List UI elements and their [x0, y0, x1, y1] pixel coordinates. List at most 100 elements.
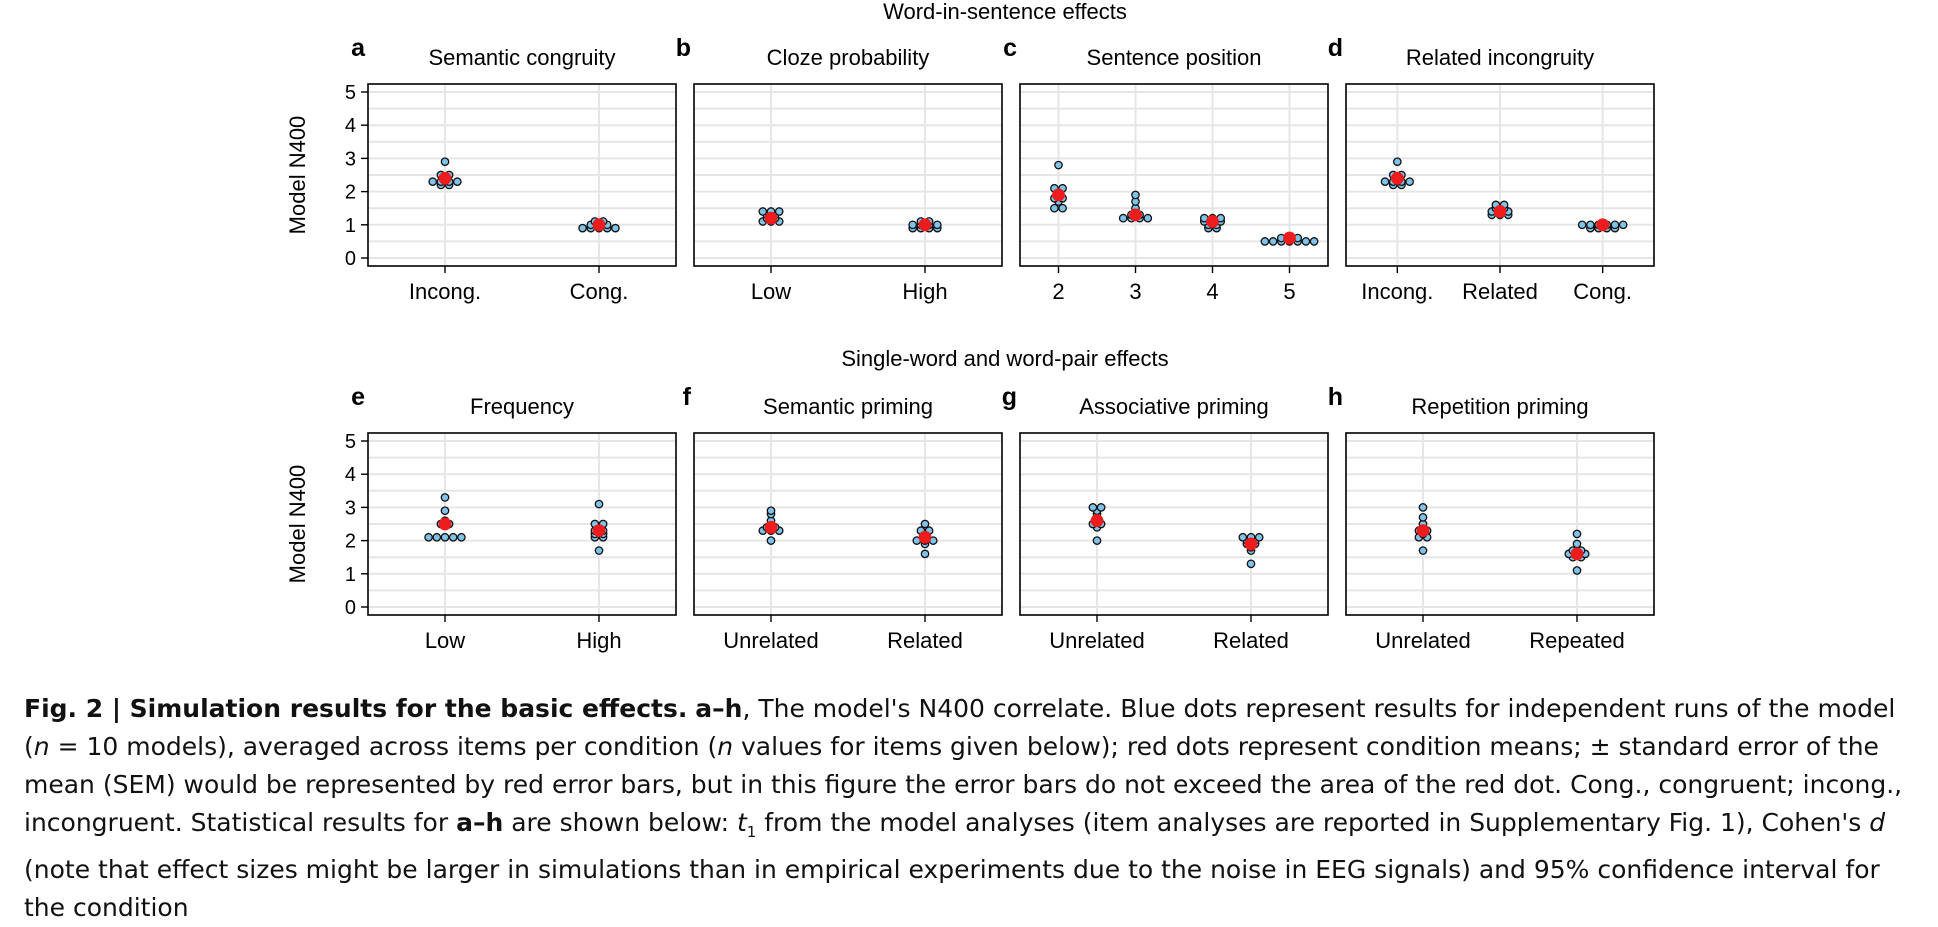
- run-dot: [1577, 220, 1587, 230]
- figure-caption: Fig. 2 | Simulation results for the basi…: [24, 690, 1924, 927]
- mean-dot: [764, 520, 778, 534]
- x-tick-label: Cong.: [570, 279, 629, 304]
- run-dot: [1246, 559, 1256, 569]
- x-tick-label: Related: [887, 628, 963, 653]
- run-dot: [1143, 213, 1153, 223]
- y-tick-label: 3: [345, 148, 356, 170]
- caption-part-2: = 10 models), averaged across items per …: [49, 732, 718, 761]
- run-dot: [457, 532, 466, 542]
- plot-frame: [1019, 83, 1329, 267]
- y-tick-label: 0: [345, 597, 356, 619]
- y-tick-label: 2: [345, 531, 356, 553]
- x-tick-label: High: [902, 279, 947, 304]
- y-axis-label: Model N400: [285, 116, 310, 235]
- panel-e: e Frequency Low High 0 1 2 3 4 5 Model N400: [285, 383, 677, 653]
- run-dot: [448, 532, 458, 542]
- x-tick-label: Unrelated: [1375, 628, 1470, 653]
- panel-letter: h: [1328, 383, 1343, 411]
- run-dot: [1254, 532, 1264, 542]
- x-tick-label: Related: [1462, 279, 1538, 304]
- x-tick-label: Unrelated: [723, 628, 818, 653]
- run-dot: [1418, 503, 1428, 512]
- panel-title: Frequency: [470, 394, 574, 419]
- mean-dot: [1052, 188, 1065, 202]
- run-dot: [908, 220, 918, 230]
- x-tick-label: Repeated: [1529, 628, 1624, 653]
- row-title-1: Word-in-sentence effects: [883, 0, 1127, 24]
- run-dot: [1118, 213, 1128, 223]
- run-dot: [1572, 529, 1582, 539]
- caption-fig-label: Fig. 2 | Simulation results for the basi…: [24, 694, 688, 723]
- caption-range: a–h: [695, 694, 743, 723]
- y-tick-label: 4: [345, 464, 356, 486]
- panel-letter: c: [1003, 34, 1017, 62]
- run-dot: [1618, 220, 1628, 230]
- panel-c: c Sentence position 2 3 4 5: [1003, 34, 1329, 304]
- x-tick-label: Incong.: [409, 279, 481, 304]
- panels-group: a Semantic congruity Incong. Cong. 0 1 2 3 4 5 Mod…: [285, 34, 1655, 653]
- row-title-2: Single-word and word-pair effects: [841, 346, 1168, 371]
- run-dot: [1131, 190, 1140, 200]
- run-dot: [1380, 177, 1390, 186]
- panel-g: g Associative priming Unrelated Related: [1002, 383, 1329, 653]
- panel-letter: b: [676, 34, 691, 62]
- run-dot: [1268, 237, 1278, 246]
- run-dot: [440, 157, 450, 167]
- run-dot: [920, 549, 930, 559]
- run-dot: [1418, 513, 1428, 522]
- run-dot: [1572, 539, 1582, 549]
- panel-h: h Repetition priming Unrelated Repeated: [1328, 383, 1655, 653]
- panel-letter: d: [1328, 34, 1343, 62]
- panel-title: Cloze probability: [767, 45, 930, 70]
- mean-dot: [438, 517, 452, 531]
- run-dot: [1405, 177, 1414, 186]
- panel-title: Related incongruity: [1406, 45, 1594, 70]
- run-dot: [424, 532, 433, 542]
- caption-part-1: , The model's N400 correlate. Blue dots …: [24, 694, 1896, 761]
- plot-frame: [693, 83, 1003, 267]
- mean-dot: [1090, 514, 1104, 528]
- panel-b: b Cloze probability Low High: [676, 34, 1003, 304]
- y-tick-label: 5: [345, 431, 356, 453]
- mean-dot: [1390, 171, 1404, 185]
- panel-d: d Related incongruity Incong. Related Cong.: [1328, 34, 1655, 304]
- run-dot: [1238, 532, 1248, 542]
- run-dot: [1260, 237, 1270, 246]
- caption-range-2: a–h: [456, 808, 504, 837]
- x-tick-label: Incong.: [1361, 279, 1433, 304]
- panel-letter: e: [351, 383, 365, 411]
- mean-dot: [592, 218, 606, 232]
- mean-dot: [1129, 208, 1142, 222]
- run-dot: [766, 536, 776, 545]
- run-dot: [1418, 546, 1428, 555]
- plot-frame: [367, 83, 677, 267]
- mean-dot: [1244, 537, 1258, 551]
- mean-dot: [1493, 205, 1507, 218]
- panel-title: Repetition priming: [1411, 394, 1588, 419]
- figure-panels: Word-in-sentence effects Single-word and…: [285, 0, 1655, 653]
- mean-dot: [1206, 215, 1219, 228]
- run-dot: [920, 519, 930, 529]
- mean-dot: [1596, 218, 1610, 232]
- plot-frame: [1019, 432, 1329, 616]
- caption-t-sub: 1: [746, 823, 757, 841]
- panel-letter: a: [351, 34, 366, 62]
- y-tick-label: 2: [345, 182, 356, 204]
- run-dot: [932, 220, 942, 230]
- run-dot: [766, 506, 776, 516]
- caption-part-5: from the model analyses (item analyses a…: [756, 808, 1870, 837]
- run-dot: [440, 506, 450, 516]
- caption-n-symbol-2: n: [717, 732, 734, 761]
- y-tick-label: 5: [345, 82, 356, 104]
- plot-frame: [1345, 432, 1655, 616]
- caption-d-symbol: d: [1869, 808, 1886, 837]
- plot-frame: [693, 432, 1003, 616]
- run-dot: [1610, 220, 1620, 230]
- panel-a: a Semantic congruity Incong. Cong. 0 1 2 3 4 5 Mod…: [285, 34, 677, 304]
- caption-t-symbol: t: [736, 808, 747, 837]
- x-tick-label: 3: [1129, 279, 1141, 304]
- mean-dot: [1283, 231, 1296, 245]
- y-tick-label: 1: [345, 215, 356, 237]
- mean-dot: [1570, 547, 1584, 561]
- x-tick-label: 2: [1052, 279, 1064, 304]
